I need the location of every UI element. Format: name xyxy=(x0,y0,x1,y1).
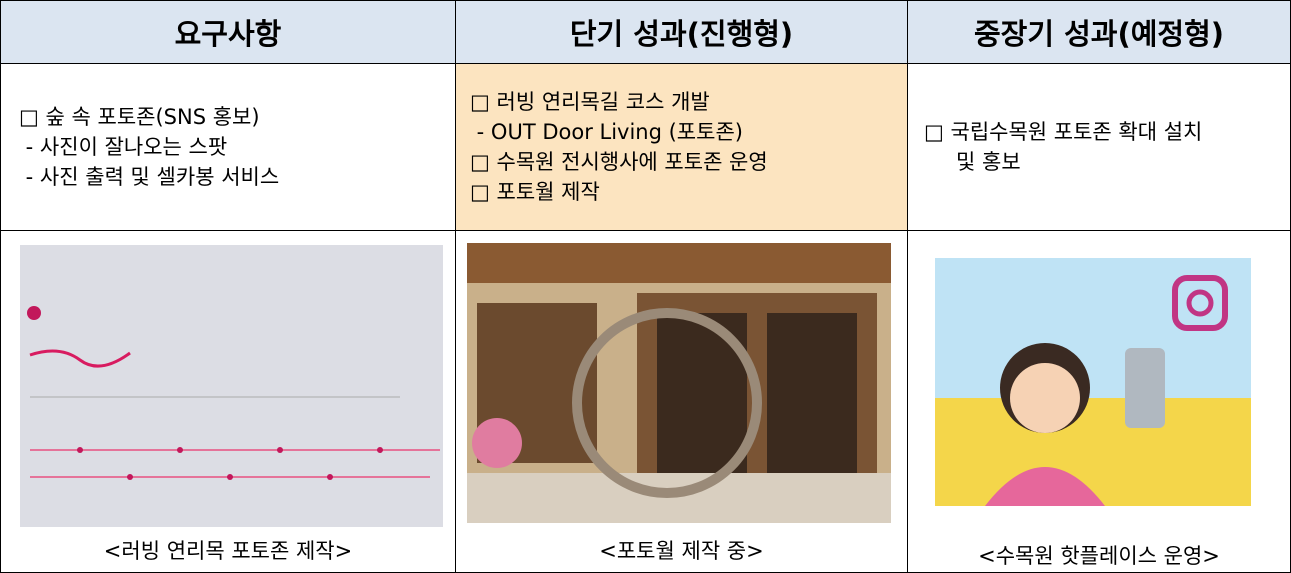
text-line: □ 수목원 전시행사에 포토존 운영 xyxy=(470,150,768,174)
text-line: □ 포토월 제작 xyxy=(470,180,600,204)
text-cell: □ 숲 속 포토존(SNS 홍보) - 사진이 잘나오는 스팟 - 사진 출력 … xyxy=(0,63,456,231)
text-line: □ 국립수목원 포토존 확대 설치 xyxy=(924,120,1203,144)
caption: <포토월 제작 중> xyxy=(599,539,764,563)
text-line: - OUT Door Living (포토존) xyxy=(470,120,743,144)
header-cell: 중장기 성과(예정형) xyxy=(907,0,1291,64)
photo-wall-photo xyxy=(467,243,891,523)
caption: <러빙 연리목 포토존 제작> xyxy=(103,539,353,563)
text-line: 및 홍보 xyxy=(956,150,1021,174)
brochure-photo xyxy=(20,245,443,527)
text-line: - 사진 출력 및 셀카봉 서비스 xyxy=(19,165,280,189)
text-line: - 사진이 잘나오는 스팟 xyxy=(19,135,228,159)
illustration xyxy=(935,258,1251,506)
text-cell: □ 러빙 연리목길 코스 개발 - OUT Door Living (포토존) □… xyxy=(455,63,908,231)
text-line: □ 숲 속 포토존(SNS 홍보) xyxy=(19,105,260,129)
header-cell: 요구사항 xyxy=(0,0,456,64)
text-line: □ 러빙 연리목길 코스 개발 xyxy=(470,90,710,114)
header-cell: 단기 성과(진행형) xyxy=(455,0,908,64)
caption: <수목원 핫플레이스 운영> xyxy=(978,544,1220,568)
